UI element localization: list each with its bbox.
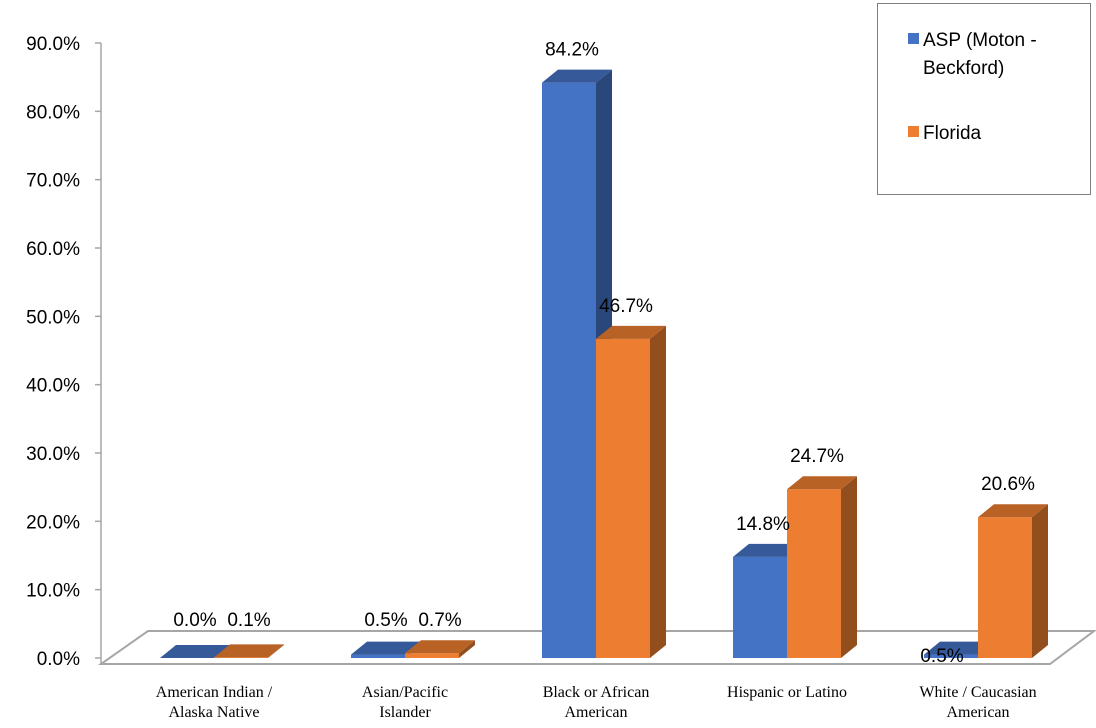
y-tick-label: 0.0% bbox=[37, 649, 80, 670]
y-tick-label: 10.0% bbox=[26, 581, 80, 602]
bar-top-asp bbox=[733, 543, 803, 557]
category-label-line: Black or African bbox=[543, 684, 650, 701]
y-tick-label: 60.0% bbox=[26, 239, 80, 260]
bar-side-florida bbox=[650, 325, 666, 658]
y-tick-label: 40.0% bbox=[26, 376, 80, 397]
bar-florida bbox=[214, 657, 268, 658]
category-label: American Indian / Alaska Native bbox=[156, 684, 273, 721]
bar-florida bbox=[787, 489, 841, 658]
y-tick-label: 70.0% bbox=[26, 171, 80, 192]
legend-label-asp-line1: ASP (Moton - bbox=[923, 30, 1037, 51]
bar-asp bbox=[542, 82, 596, 659]
bar-top-asp bbox=[351, 641, 421, 655]
bar-top-asp bbox=[160, 645, 230, 658]
bar-top-asp bbox=[924, 641, 994, 655]
category-label: Black or African American bbox=[543, 684, 650, 721]
category-label: Hispanic or Latino bbox=[727, 684, 847, 701]
legend-item-asp: ASP (Moton - Beckford) bbox=[908, 27, 1083, 83]
legend-label-asp-line2: Beckford) bbox=[923, 58, 1005, 79]
bar-side-florida bbox=[841, 476, 857, 658]
data-label: 24.7% bbox=[790, 446, 844, 467]
data-label: 0.5% bbox=[920, 646, 963, 667]
chart-floor bbox=[97, 630, 1096, 665]
category-label-line: American Indian / bbox=[156, 684, 273, 701]
legend-swatch-asp bbox=[908, 33, 919, 44]
floor-plane bbox=[97, 630, 1096, 665]
bar-top-florida bbox=[596, 325, 666, 339]
bar-top-asp bbox=[542, 69, 612, 83]
bar-florida bbox=[596, 338, 650, 658]
category-label-line: Alaska Native bbox=[168, 704, 259, 721]
category-label-line: Islander bbox=[379, 704, 431, 721]
y-tick-label: 30.0% bbox=[26, 444, 80, 465]
category-label-line: American bbox=[564, 704, 627, 721]
data-label: 0.0% bbox=[173, 610, 216, 631]
y-tick-label: 80.0% bbox=[26, 102, 80, 123]
bar-asp bbox=[351, 654, 405, 658]
category-label: White / Caucasian American bbox=[919, 684, 1036, 721]
y-axis: 0.0% 10.0% 20.0% 30.0% 40.0% 50.0% 60.0% 70.0% 8… bbox=[26, 34, 102, 670]
data-label: 0.5% bbox=[364, 610, 407, 631]
data-label: 20.6% bbox=[981, 474, 1035, 495]
category-label-line: White / Caucasian bbox=[919, 684, 1036, 701]
data-label: 0.1% bbox=[227, 610, 270, 631]
y-tick-label: 50.0% bbox=[26, 307, 80, 328]
bars bbox=[160, 69, 1048, 659]
category-label: Asian/Pacific Islander bbox=[362, 684, 448, 721]
bar-side-florida bbox=[459, 640, 475, 658]
x-axis-categories: American Indian / Alaska Native Asian/Paci… bbox=[156, 684, 1037, 721]
data-label: 84.2% bbox=[545, 40, 599, 61]
category-label-line: Hispanic or Latino bbox=[727, 684, 847, 701]
data-label: 0.7% bbox=[418, 610, 461, 631]
bar-top-florida bbox=[405, 640, 475, 654]
data-labels: 0.0% 0.1% 0.5% 0.7% 84.2% 46.7% 14.8% 24.7% 0.5%… bbox=[173, 40, 1035, 667]
category-label-line: American bbox=[946, 704, 1009, 721]
y-tick-label: 90.0% bbox=[26, 34, 80, 55]
legend-swatch-florida bbox=[908, 126, 919, 137]
y-tick-label: 20.0% bbox=[26, 512, 80, 533]
bar-top-florida bbox=[978, 504, 1048, 518]
category-label-line: Asian/Pacific bbox=[362, 684, 448, 701]
data-label: 46.7% bbox=[599, 296, 653, 317]
bar-side-florida bbox=[1032, 504, 1048, 658]
bar-florida bbox=[405, 653, 459, 658]
bar-side-florida bbox=[268, 644, 284, 658]
legend-label-florida: Florida bbox=[923, 123, 982, 144]
legend-item-florida: Florida bbox=[908, 120, 1083, 148]
bar-asp bbox=[924, 654, 978, 658]
bar-florida bbox=[978, 517, 1032, 658]
bar-top-florida bbox=[787, 476, 857, 490]
data-label: 14.8% bbox=[736, 514, 790, 535]
bar-asp bbox=[733, 556, 787, 658]
bar-top-florida bbox=[214, 644, 284, 658]
legend: ASP (Moton - Beckford) Florida bbox=[877, 3, 1091, 195]
